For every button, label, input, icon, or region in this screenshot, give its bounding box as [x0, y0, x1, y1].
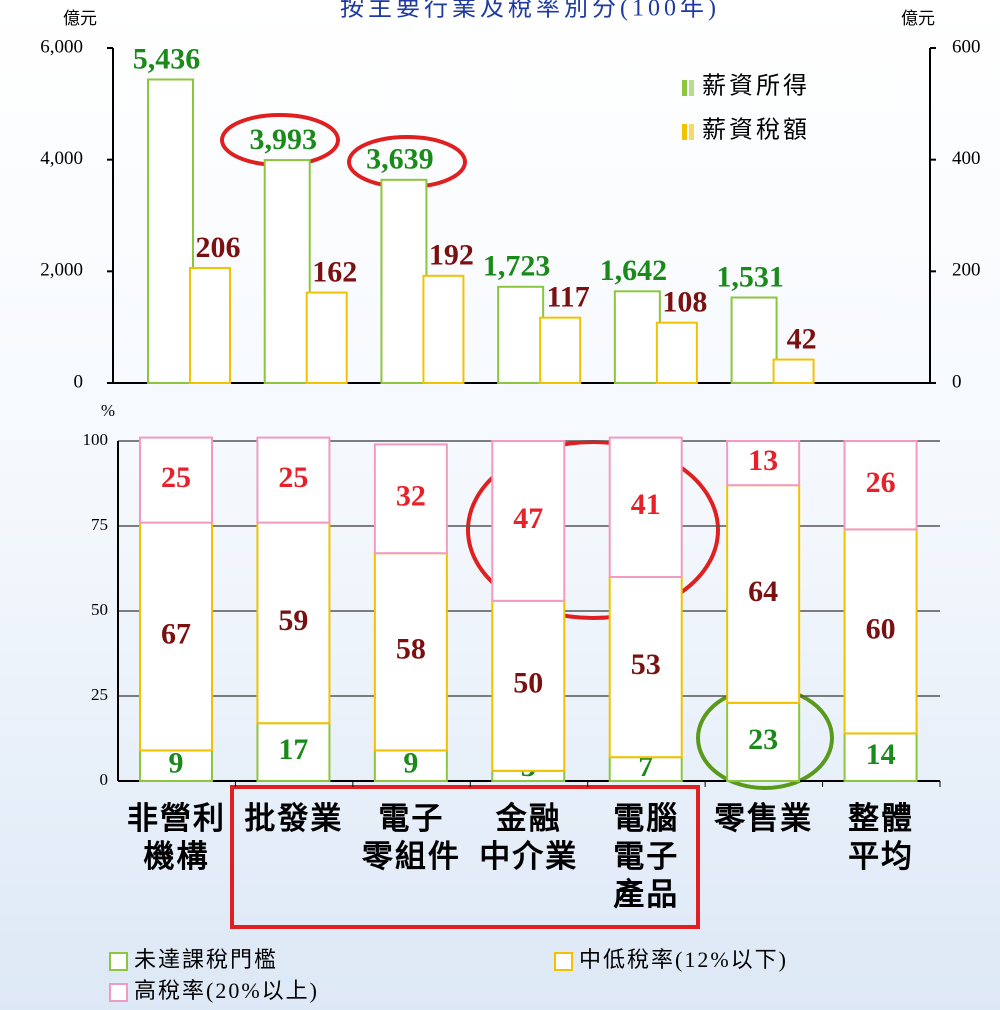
x-tick-label: 非營利 機構: [127, 801, 226, 874]
data-label: 23: [748, 723, 778, 756]
x-tick-label: 批發業: [244, 801, 344, 836]
data-label: 58: [396, 633, 426, 666]
bar-segment: [608, 436, 683, 578]
data-label: 1,723: [483, 250, 551, 283]
bar: [730, 296, 778, 384]
bar: [772, 358, 815, 384]
bar: [380, 178, 428, 384]
data-label: 32: [396, 480, 426, 513]
x-tick-label: 整體 平均: [848, 801, 915, 874]
data-label: 9: [403, 747, 418, 780]
data-label: 25: [278, 461, 308, 494]
y-tick-label: 2,000: [40, 260, 83, 281]
data-label: 42: [787, 322, 817, 355]
bar: [497, 285, 545, 384]
data-label: 3,993: [249, 123, 317, 156]
bar-segment: [139, 436, 213, 524]
bar-segment: [726, 484, 801, 704]
bar: [189, 266, 231, 385]
data-label: 1,531: [716, 260, 784, 293]
y2-tick-label: 400: [952, 148, 981, 169]
y-axis-label: %: [101, 401, 115, 420]
y-tick-label: 0: [100, 770, 109, 789]
bar-segment: [843, 440, 918, 531]
bar-segment: [256, 436, 331, 524]
data-label: 108: [662, 286, 707, 319]
bar-segment: [373, 552, 448, 752]
bar-segment: [726, 701, 801, 782]
data-label: 59: [278, 604, 308, 637]
bar: [147, 78, 194, 385]
data-label: 9: [169, 747, 184, 780]
bar-segment: [491, 599, 566, 772]
legend-label: 薪資稅額: [702, 117, 810, 144]
bar: [655, 321, 698, 385]
legend-swatch: [682, 124, 687, 140]
y-tick-label: 100: [83, 430, 109, 449]
data-label: 3,639: [366, 143, 434, 176]
y-axis-label: 億元: [63, 9, 97, 28]
bar-segment: [139, 521, 213, 752]
bar: [305, 291, 348, 384]
data-label: 192: [429, 239, 474, 272]
legend-label: 薪資所得: [702, 73, 810, 100]
data-label: 64: [748, 575, 778, 608]
y-tick-label: 6,000: [40, 36, 83, 57]
highlight: [466, 440, 720, 620]
highlight-box: [230, 785, 700, 929]
legend-swatch: [109, 952, 128, 971]
data-label: 50: [513, 667, 543, 700]
legend-swatch: [689, 124, 694, 140]
data-label: 5,436: [133, 42, 201, 75]
y2-tick-label: 0: [952, 371, 962, 392]
legend-swatch: [682, 80, 687, 96]
data-label: 17: [278, 733, 308, 766]
bar: [263, 159, 311, 384]
bar-segment: [726, 440, 801, 487]
y-tick-label: 50: [91, 600, 108, 619]
data-label: 41: [631, 488, 661, 521]
legend-swatch: [554, 952, 573, 971]
y-tick-label: 4,000: [40, 148, 83, 169]
x-tick-label: 零售業: [714, 801, 814, 836]
data-label: 162: [312, 255, 357, 288]
legend-label: 高稅率(20%以上): [134, 978, 319, 1003]
legend-swatch: [109, 983, 128, 1002]
x-tick-label: 金融 中介業: [479, 801, 579, 874]
data-label: 14: [866, 738, 896, 771]
legend-swatch: [689, 80, 694, 96]
data-label: 1,642: [600, 254, 668, 287]
data-label: 53: [631, 648, 661, 681]
bar-segment: [256, 521, 331, 725]
y2-axis-label: 億元: [901, 9, 935, 28]
bar: [613, 290, 661, 384]
y-tick-label: 0: [74, 371, 84, 392]
data-label: 26: [866, 466, 896, 499]
legend-label: 中低稅率(12%以下): [579, 947, 788, 972]
data-label: 117: [546, 281, 589, 314]
bar: [422, 274, 465, 384]
legend-label: 未達課稅門檻: [134, 947, 278, 972]
data-label: 25: [161, 461, 191, 494]
y-tick-label: 75: [91, 515, 108, 534]
y2-tick-label: 600: [952, 36, 981, 57]
data-label: 60: [866, 612, 896, 645]
bar: [539, 316, 582, 384]
x-tick-label: 電腦 電子 產品: [613, 801, 680, 912]
y2-tick-label: 200: [952, 260, 981, 281]
data-label: 13: [748, 444, 778, 477]
chart-title: 按主要行業及稅率別分(100年): [340, 0, 720, 22]
bar-segment: [491, 440, 566, 602]
data-label: 206: [196, 231, 241, 264]
y-tick-label: 25: [91, 685, 108, 704]
x-tick-label: 電子 零組件: [361, 801, 461, 874]
bar-segment: [256, 722, 331, 783]
data-label: 67: [161, 617, 191, 650]
data-label: 47: [513, 502, 543, 535]
bar-segment: [373, 443, 448, 555]
